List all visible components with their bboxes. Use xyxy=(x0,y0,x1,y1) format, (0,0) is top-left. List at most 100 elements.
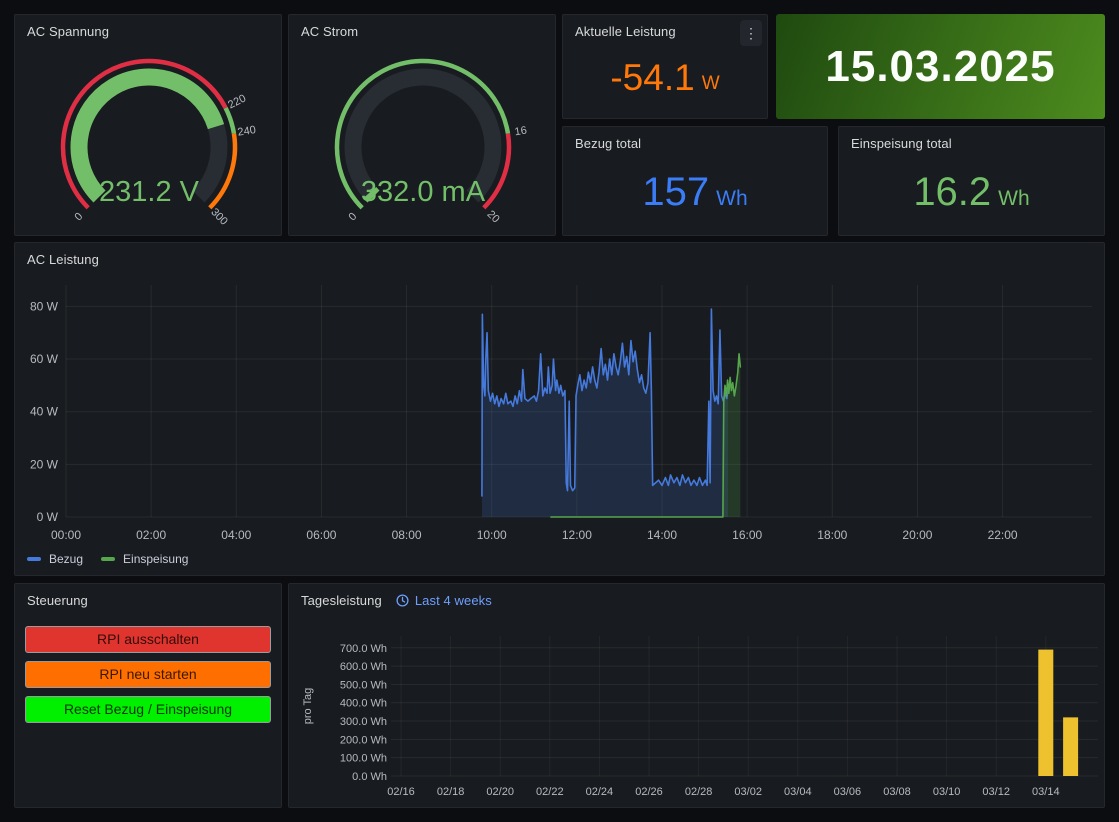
panel-title: Einspeisung total xyxy=(839,127,1104,151)
x-axis-tick: 02:00 xyxy=(136,528,166,542)
legend-item-bezug[interactable]: Bezug xyxy=(27,552,83,566)
panel-menu-button[interactable]: ⋮ xyxy=(740,20,762,46)
y-axis-tick: 0 W xyxy=(37,510,59,524)
ac-spannung-gauge: 0 220 240 300 231.2 V xyxy=(25,51,273,229)
x-axis-tick: 08:00 xyxy=(392,528,422,542)
kebab-menu-icon: ⋮ xyxy=(744,25,758,42)
x-axis-tick: 02/26 xyxy=(635,786,663,798)
gauge-scale-label: 20 xyxy=(484,208,501,225)
stat-body: 157 Wh xyxy=(563,157,827,227)
x-axis-tick: 02/24 xyxy=(586,786,614,798)
rpi-ausschalten-button[interactable]: RPI ausschalten xyxy=(25,626,271,653)
x-axis-tick: 02/20 xyxy=(486,786,514,798)
legend-label: Einspeisung xyxy=(123,552,188,566)
y-axis-tick: 40 W xyxy=(30,405,59,419)
rpi-neu-starten-button[interactable]: RPI neu starten xyxy=(25,661,271,688)
gauge-value: 332.0 mA xyxy=(361,176,486,208)
gauge-scale-label: 240 xyxy=(237,124,257,139)
bar-03/15[interactable] xyxy=(1063,717,1078,776)
bar-03/14[interactable] xyxy=(1038,650,1053,776)
x-axis-tick: 00:00 xyxy=(51,528,81,542)
panel-datum: 15.03.2025 xyxy=(776,14,1105,119)
grafana-dashboard: { "colors": { "green": "#73BF69", "blue_… xyxy=(0,0,1119,822)
chart-legend: Bezug Einspeisung xyxy=(27,552,188,566)
x-axis-tick: 03/04 xyxy=(784,786,812,798)
legend-item-einspeisung[interactable]: Einspeisung xyxy=(101,552,188,566)
x-axis-tick: 02/16 xyxy=(387,786,415,798)
stat-unit: Wh xyxy=(716,176,748,209)
legend-label: Bezug xyxy=(49,552,83,566)
y-axis-tick: 400.0 Wh xyxy=(340,698,387,710)
x-axis-tick: 12:00 xyxy=(562,528,592,542)
y-axis-tick: 300.0 Wh xyxy=(340,716,387,728)
x-axis-tick: 03/06 xyxy=(834,786,862,798)
stat-value: 157 xyxy=(642,172,709,212)
y-axis-tick: 600.0 Wh xyxy=(340,661,387,673)
panel-bezug-total: Bezug total 157 Wh xyxy=(562,126,828,236)
panel-title: Aktuelle Leistung xyxy=(563,15,767,39)
gauge-scale-label: 220 xyxy=(226,92,248,111)
y-axis-tick: 500.0 Wh xyxy=(340,679,387,691)
control-buttons: RPI ausschalten RPI neu starten Reset Bezu… xyxy=(15,626,281,731)
panel-ac-spannung: AC Spannung 0 220 240 300 231.2 V xyxy=(14,14,282,236)
stat-value: -54.1 xyxy=(610,59,694,96)
x-axis-tick: 03/08 xyxy=(883,786,911,798)
panel-title: AC Strom xyxy=(289,15,555,39)
stat-body: -54.1 W xyxy=(563,45,767,110)
y-axis-tick: 700.0 Wh xyxy=(340,643,387,655)
x-axis-tick: 03/14 xyxy=(1032,786,1060,798)
timerange-link[interactable]: Last 4 weeks xyxy=(396,593,492,608)
reset-bezug-einspeisung-button[interactable]: Reset Bezug / Einspeisung xyxy=(25,696,271,723)
panel-tagesleistung: Tagesleistung Last 4 weeks 0.0 Wh 100.0 W… xyxy=(288,583,1105,808)
y-axis-tick: 100.0 Wh xyxy=(340,753,387,765)
y-axis-tick: 0.0 Wh xyxy=(352,771,387,783)
panel-title: Tagesleistung xyxy=(301,593,382,608)
y-axis-tick: 80 W xyxy=(30,299,59,313)
x-axis-tick: 14:00 xyxy=(647,528,677,542)
gauge-scale-label: 300 xyxy=(208,206,229,227)
stat-unit: W xyxy=(702,62,720,93)
panel-title: AC Spannung xyxy=(15,15,281,39)
y-axis-tick: 200.0 Wh xyxy=(340,734,387,746)
legend-swatch xyxy=(101,557,115,561)
x-axis-tick: 16:00 xyxy=(732,528,762,542)
y-axis-label: pro Tag xyxy=(302,688,314,725)
x-axis-tick: 18:00 xyxy=(817,528,847,542)
x-axis-tick: 22:00 xyxy=(988,528,1018,542)
panel-ac-leistung: AC Leistung 0 W 20 W 40 W 60 W 80 W 00:00 02:0… xyxy=(14,242,1105,576)
panel-einspeisung-total: Einspeisung total 16.2 Wh xyxy=(838,126,1105,236)
stat-body: 16.2 Wh xyxy=(839,157,1104,227)
x-axis-tick: 03/10 xyxy=(933,786,961,798)
panel-steuerung: Steuerung RPI ausschalten RPI neu starten… xyxy=(14,583,282,808)
panel-title: AC Leistung xyxy=(15,243,1104,267)
x-axis-tick: 02/28 xyxy=(685,786,713,798)
gauge-scale-label: 0 xyxy=(347,211,360,224)
panel-header: Tagesleistung Last 4 weeks xyxy=(289,584,1104,608)
legend-swatch xyxy=(27,557,41,561)
panel-ac-strom: AC Strom 0 16 20332.0 mA xyxy=(288,14,556,236)
x-axis-tick: 03/12 xyxy=(982,786,1010,798)
gauge-value: 231.2 V xyxy=(99,176,200,208)
gauge-scale-label: 16 xyxy=(514,125,528,139)
gauge-scale-label: 0 xyxy=(73,211,86,224)
clock-icon xyxy=(396,594,409,607)
x-axis-tick: 06:00 xyxy=(306,528,336,542)
date-value: 15.03.2025 xyxy=(825,42,1055,92)
x-axis-tick: 02/22 xyxy=(536,786,564,798)
ac-leistung-chart: 0 W 20 W 40 W 60 W 80 W 00:00 02:00 04:00 06:00 0… xyxy=(23,273,1100,563)
tagesleistung-chart: 0.0 Wh 100.0 Wh 200.0 Wh 300.0 Wh 400.0 Wh 50… xyxy=(297,614,1098,804)
x-axis-tick: 10:00 xyxy=(477,528,507,542)
x-axis-tick: 04:00 xyxy=(221,528,251,542)
ac-strom-gauge: 0 16 20332.0 mA xyxy=(299,51,547,229)
y-axis-tick: 60 W xyxy=(30,352,59,366)
stat-value: 16.2 xyxy=(913,172,991,212)
x-axis-tick: 03/02 xyxy=(734,786,762,798)
panel-title: Bezug total xyxy=(563,127,827,151)
timerange-label: Last 4 weeks xyxy=(415,593,492,608)
x-axis-tick: 02/18 xyxy=(437,786,465,798)
y-axis-tick: 20 W xyxy=(30,457,59,471)
panel-aktuelle-leistung: Aktuelle Leistung ⋮ -54.1 W xyxy=(562,14,768,119)
x-axis-tick: 20:00 xyxy=(902,528,932,542)
stat-unit: Wh xyxy=(998,176,1030,209)
panel-title: Steuerung xyxy=(15,584,281,608)
